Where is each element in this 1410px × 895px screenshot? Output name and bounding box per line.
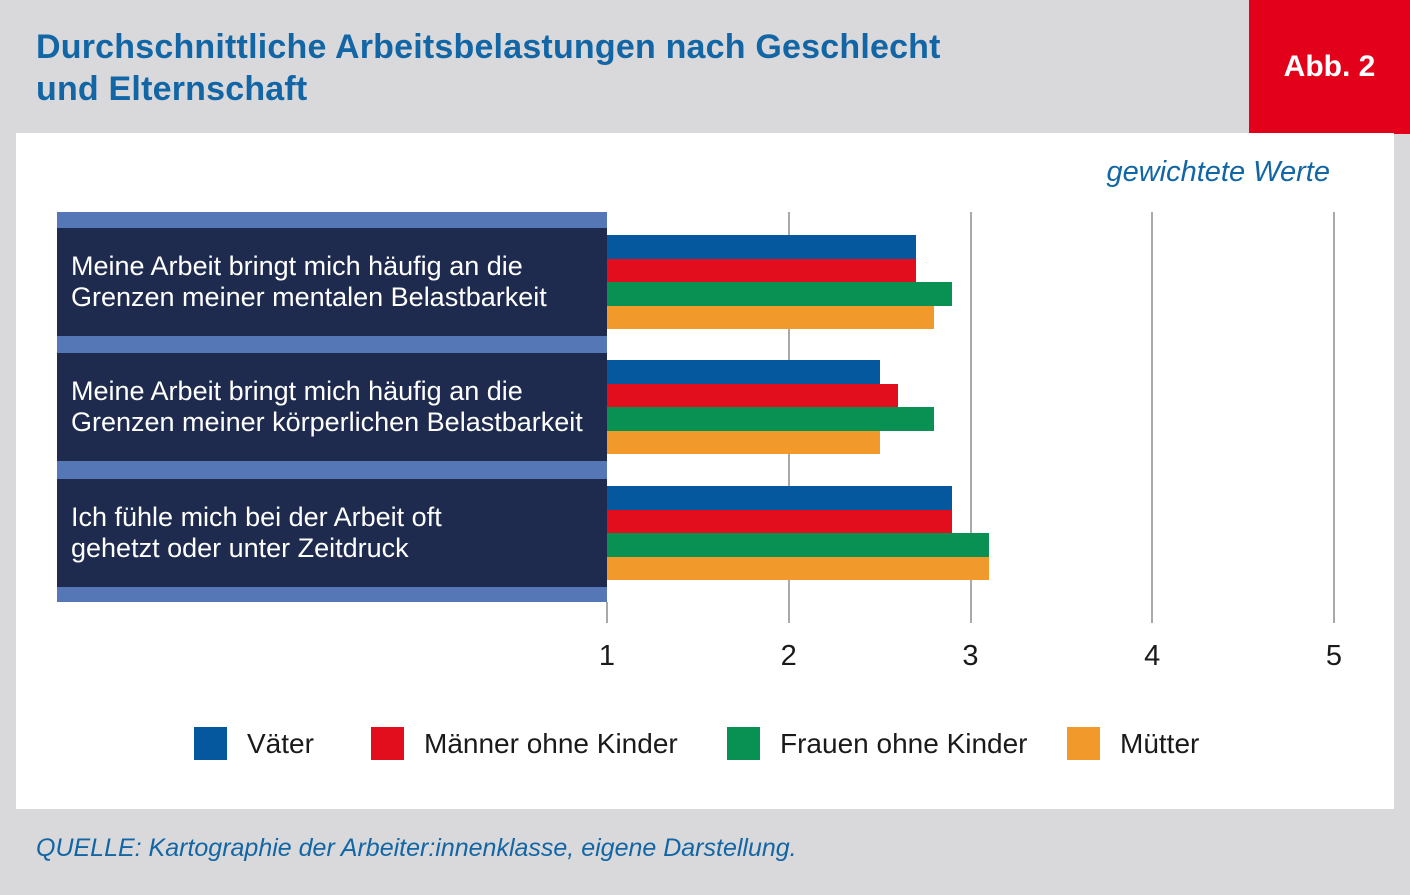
figure-title-line2: und Elternschaft [36, 70, 308, 108]
source-note: QUELLE: Kartographie der Arbeiter:innenk… [36, 834, 797, 862]
gridline-x5 [1333, 212, 1335, 623]
gridline-x4 [1151, 212, 1154, 623]
legend-swatch [194, 727, 227, 760]
category-label: Ich fühle mich bei der Arbeit oft gehetzt… [71, 502, 442, 563]
category-label: Meine Arbeit bringt mich häufig an die Gr… [71, 251, 547, 312]
bar-männer-ohne-kinder [607, 383, 898, 407]
gridline-x3 [969, 212, 972, 623]
figure-badge: Abb. 2 [1249, 0, 1410, 134]
category-box: Meine Arbeit bringt mich häufig an die Gr… [57, 228, 607, 336]
category-box: Meine Arbeit bringt mich häufig an die Gr… [57, 353, 607, 461]
legend-item: Frauen ohne Kinder [727, 727, 1028, 760]
bar-mütter [607, 430, 880, 454]
legend-item: Mütter [1067, 727, 1199, 760]
bar-männer-ohne-kinder [607, 258, 916, 282]
bar-frauen-ohne-kinder [607, 533, 989, 557]
legend-label: Mütter [1120, 727, 1200, 759]
x-axis-tick-label: 1 [598, 640, 616, 672]
bar-mütter [607, 556, 989, 580]
x-axis-tick-label: 2 [780, 640, 797, 672]
x-axis-tick-label: 3 [962, 640, 979, 672]
x-axis-tick-label: 4 [1144, 640, 1161, 672]
legend-label: Väter [247, 727, 314, 759]
bar-mütter [607, 305, 935, 329]
chart-annotation: gewichtete Werte [1106, 156, 1330, 188]
bar-männer-ohne-kinder [607, 509, 953, 533]
figure-title: Durchschnittliche Arbeitsbelastungen nac… [36, 26, 941, 110]
x-axis-tick-label: 5 [1325, 640, 1343, 672]
legend-swatch [371, 727, 404, 760]
bar-väter [607, 235, 916, 259]
legend-label: Frauen ohne Kinder [780, 727, 1028, 759]
bar-frauen-ohne-kinder [607, 407, 935, 431]
figure-title-line1: Durchschnittliche Arbeitsbelastungen nac… [36, 28, 941, 66]
category-label: Meine Arbeit bringt mich häufig an die Gr… [71, 376, 583, 437]
legend-swatch [727, 727, 760, 760]
legend-item: Väter [194, 727, 314, 760]
bar-väter [607, 486, 953, 510]
bar-frauen-ohne-kinder [607, 282, 953, 306]
legend-swatch [1067, 727, 1100, 760]
legend-item: Männer ohne Kinder [371, 727, 678, 760]
legend-label: Männer ohne Kinder [424, 727, 678, 759]
category-box: Ich fühle mich bei der Arbeit oft gehetzt… [57, 479, 607, 587]
gridline-x1 [606, 602, 608, 623]
bar-väter [607, 360, 880, 384]
figure-badge-label: Abb. 2 [1283, 50, 1376, 83]
